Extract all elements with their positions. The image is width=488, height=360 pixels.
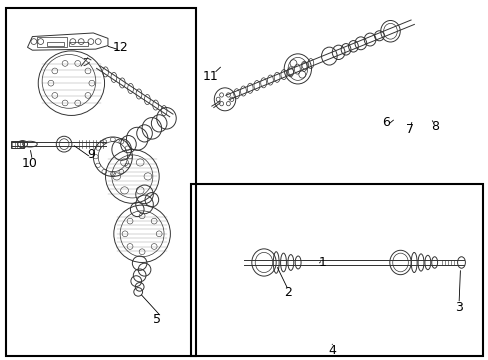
Text: 4: 4	[327, 344, 336, 357]
Bar	[11, 140, 23, 148]
Text: 10: 10	[22, 157, 38, 170]
Bar	[37, 37, 66, 46]
Text: 2: 2	[284, 287, 292, 300]
Bar	[190, 184, 483, 356]
Bar	[47, 41, 64, 46]
Bar	[5, 8, 195, 356]
Text: 6: 6	[381, 116, 389, 129]
Text: 5: 5	[152, 313, 161, 327]
Text: 1: 1	[318, 256, 326, 269]
Bar	[69, 41, 88, 46]
Text: 12: 12	[112, 41, 128, 54]
Text: 3: 3	[454, 301, 462, 314]
Text: 11: 11	[202, 69, 218, 82]
Text: 9: 9	[87, 148, 95, 161]
Text: 7: 7	[406, 123, 413, 136]
Text: 8: 8	[430, 120, 438, 133]
